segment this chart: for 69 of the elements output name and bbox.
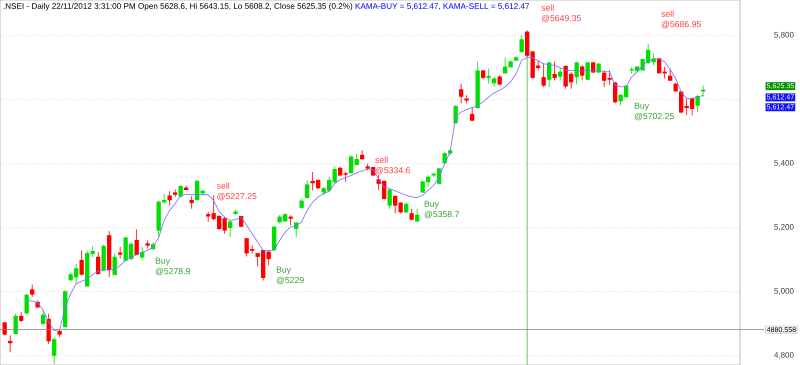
- candlestick: [558, 68, 562, 81]
- candlestick: [134, 228, 139, 256]
- candlestick: [102, 244, 106, 271]
- candlestick: [596, 62, 601, 74]
- candlestick: [546, 61, 552, 88]
- candlestick: [190, 196, 194, 210]
- chart-title: .NSEI - Daily 22/11/2012 3:31:00 PM Open 5628.6, Hi 5643.15, Lo 5608.2, Close 5625.35 (0.2%): [4, 2, 352, 11]
- candlestick: [486, 68, 491, 84]
- candlestick: [14, 313, 18, 335]
- chart-subtitle: KAMA-BUY = 5,612.47, KAMA-SELL = 5,612.47: [356, 3, 530, 10]
- candlestick: [300, 198, 304, 210]
- y-tick-label: 5,800: [774, 32, 794, 39]
- annotation: sell @5227.25: [216, 182, 256, 200]
- annotation: sell @5649.35: [541, 4, 581, 22]
- candlestick: [58, 328, 62, 338]
- candlestick: [586, 61, 590, 81]
- candlestick: [118, 246, 122, 260]
- candlestick: [140, 246, 144, 261]
- annotation: Buy @5229: [276, 266, 304, 284]
- y-tick-label: 5,200: [774, 224, 794, 231]
- candlestick: [552, 61, 557, 81]
- candlestick: [492, 76, 496, 88]
- candlestick: [41, 310, 46, 325]
- candlestick: [470, 106, 474, 122]
- annotation: Buy @5702.25: [634, 102, 674, 120]
- candlestick: [613, 82, 618, 104]
- candlestick: [580, 64, 584, 81]
- candlestick: [228, 220, 232, 238]
- candlestick: [30, 284, 34, 298]
- candlestick: [464, 94, 469, 104]
- candlestick: [541, 63, 546, 88]
- candlestick: [415, 208, 420, 222]
- annotation: sell @5686.95: [661, 10, 701, 28]
- candlestick: [146, 240, 150, 250]
- candlestick: [96, 252, 100, 275]
- candlestick: [459, 83, 464, 104]
- annotation: sell @5334.6: [375, 156, 410, 174]
- candlestick: [498, 74, 502, 86]
- annotation: Buy @5358.7: [424, 200, 459, 218]
- candlestick: [234, 209, 238, 215]
- candlestick: [305, 180, 310, 199]
- candlestick: [8, 334, 12, 353]
- candlestick: [668, 68, 672, 82]
- candlestick: [80, 250, 84, 276]
- candlestick: [700, 85, 706, 98]
- y-tick-label: 5,400: [774, 160, 794, 167]
- candlestick: [476, 61, 480, 109]
- y-tick-label: 4,800: [774, 352, 794, 359]
- candlestick: [272, 226, 276, 251]
- candlestick: [107, 230, 112, 278]
- annotation: Buy @5278.9: [156, 258, 190, 276]
- candlestick: [24, 293, 29, 314]
- candlestick: [288, 214, 293, 226]
- candlestick: [360, 150, 364, 160]
- candlestick: [673, 82, 678, 92]
- candlestick: [481, 70, 486, 80]
- candlestick: [520, 34, 524, 53]
- candlestick: [410, 208, 414, 221]
- candlestick: [514, 56, 518, 62]
- y-tick-label: 5,000: [774, 288, 794, 295]
- candlestick: [404, 202, 408, 214]
- candlestick: [168, 190, 172, 206]
- candlestick: [112, 253, 117, 276]
- candlestick: [591, 61, 596, 74]
- candlestick: [574, 61, 579, 85]
- candlestick: [184, 184, 188, 191]
- candlestick: [19, 312, 24, 322]
- candlestick: [388, 188, 392, 210]
- candlestick: [173, 189, 178, 198]
